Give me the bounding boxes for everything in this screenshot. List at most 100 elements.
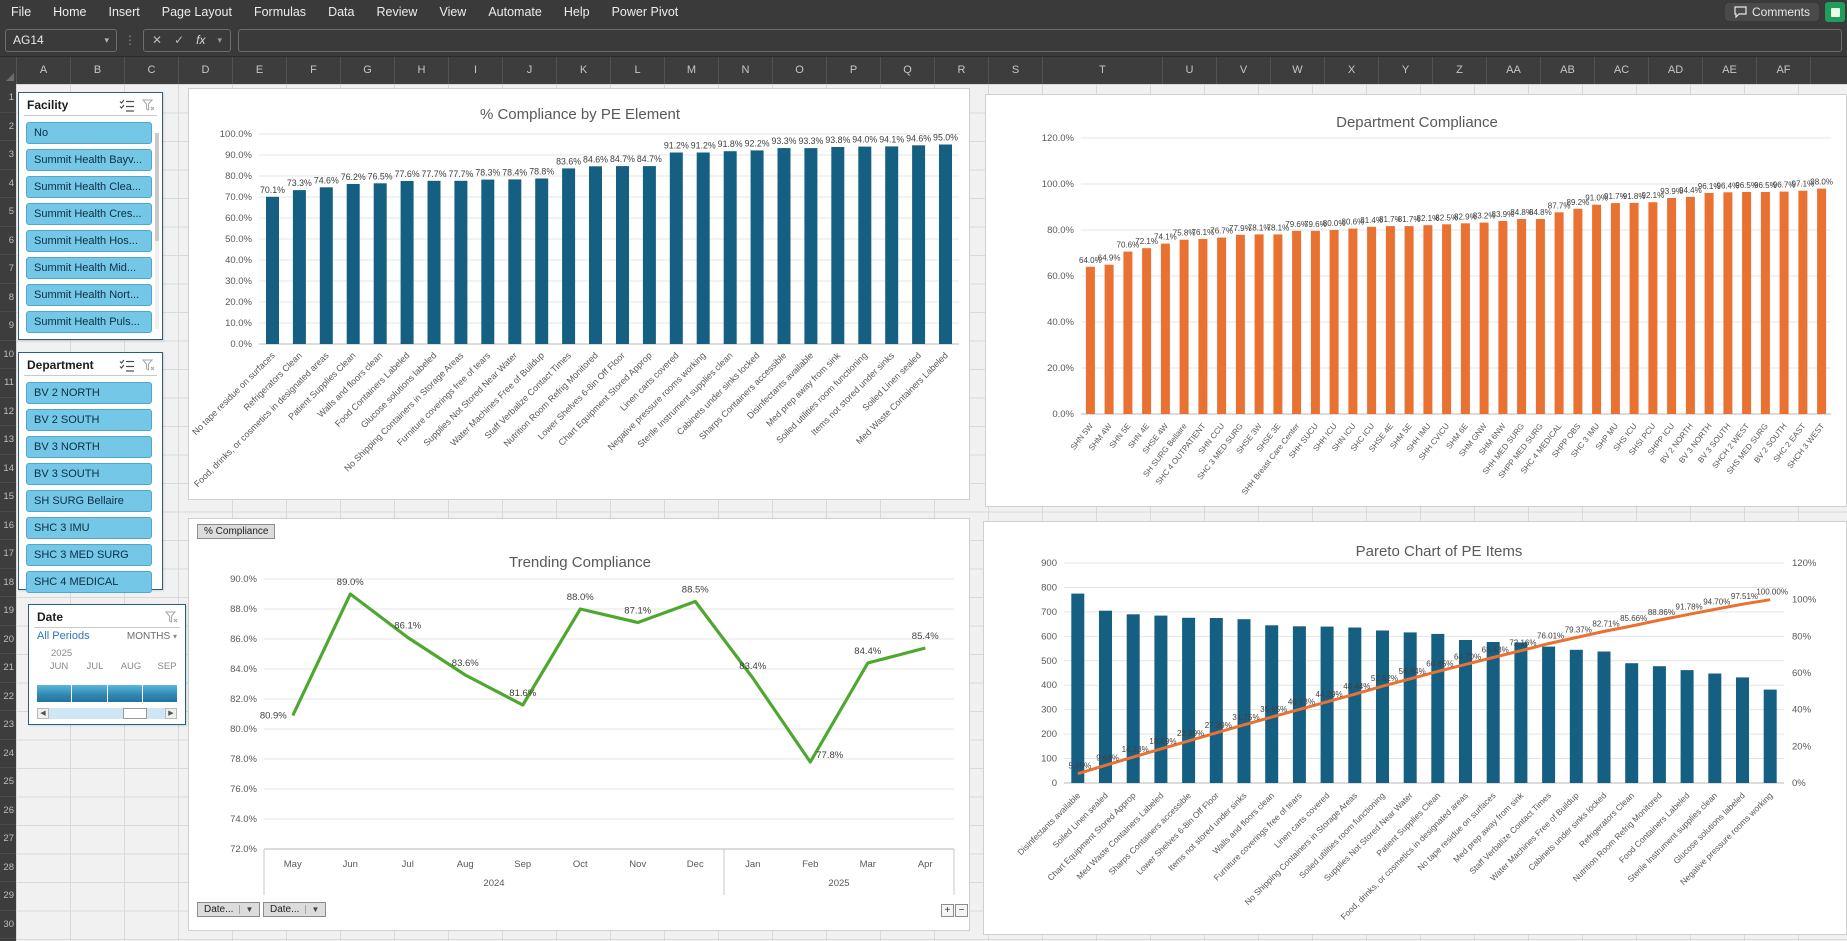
slicer-item[interactable]: Summit Health Hos... (26, 230, 152, 252)
multi-select-icon[interactable] (119, 359, 135, 372)
menu-tab-review[interactable]: Review (376, 5, 418, 19)
column-header-Z[interactable]: Z (1433, 57, 1487, 84)
column-header-W[interactable]: W (1271, 57, 1325, 84)
menu-tab-home[interactable]: Home (53, 5, 87, 19)
row-header-7[interactable]: 7 (0, 255, 16, 284)
column-header-L[interactable]: L (611, 57, 665, 84)
row-header-19[interactable]: 19 (0, 597, 16, 626)
row-header-4[interactable]: 4 (0, 170, 16, 198)
column-header-AD[interactable]: AD (1649, 57, 1703, 84)
timeline-scroll-thumb[interactable] (123, 708, 148, 719)
comments-button[interactable]: Comments (1724, 3, 1819, 21)
row-header-27[interactable]: 27 (0, 825, 16, 854)
column-header-Y[interactable]: Y (1379, 57, 1433, 84)
row-header-26[interactable]: 26 (0, 797, 16, 825)
slicer-item[interactable]: No (26, 122, 152, 144)
column-header-J[interactable]: J (503, 57, 557, 84)
row-header-30[interactable]: 30 (0, 911, 16, 939)
column-header-S[interactable]: S (989, 57, 1043, 84)
slicer-item[interactable]: BV 2 SOUTH (26, 409, 152, 431)
expand-field-button[interactable]: + (941, 904, 954, 917)
menu-tab-file[interactable]: File (11, 5, 32, 19)
row-header-11[interactable]: 11 (0, 369, 16, 398)
timeline-scroll-track[interactable] (49, 708, 165, 719)
slicer-item[interactable]: BV 2 NORTH (26, 382, 152, 404)
column-header-I[interactable]: I (449, 57, 503, 84)
chart-trending-compliance[interactable]: Trending Compliance 72.0% 74.0% 76.0% 78.0% 8… (188, 518, 970, 931)
column-header-R[interactable]: R (935, 57, 989, 84)
clear-filter-icon[interactable] (142, 359, 155, 372)
select-all-corner[interactable] (0, 57, 17, 84)
clear-filter-icon[interactable] (142, 99, 155, 112)
column-header-F[interactable]: F (287, 57, 341, 84)
slicer-item[interactable]: Summit Health Clea... (26, 176, 152, 198)
menu-tab-automate[interactable]: Automate (488, 5, 542, 19)
pivot-axis-field-button[interactable]: Date... ▼ (263, 902, 327, 917)
column-header-E[interactable]: E (233, 57, 287, 84)
clear-filter-icon[interactable] (165, 611, 178, 624)
row-header-18[interactable]: 18 (0, 569, 16, 597)
slicer-item[interactable]: BV 3 NORTH (26, 436, 152, 458)
slicer-item[interactable]: Summit Health Puls... (26, 311, 152, 333)
timeline-level-dropdown[interactable]: MONTHS ▾ (126, 630, 177, 642)
menu-tab-data[interactable]: Data (328, 5, 355, 19)
collapse-field-button[interactable]: − (955, 904, 968, 917)
column-header-D[interactable]: D (179, 57, 233, 84)
row-header-5[interactable]: 5 (0, 198, 16, 227)
column-header-AC[interactable]: AC (1595, 57, 1649, 84)
menu-tab-insert[interactable]: Insert (108, 5, 140, 19)
pivot-axis-field-button[interactable]: Date... ▼ (197, 902, 261, 917)
row-header-1[interactable]: 1 (0, 84, 16, 113)
column-header-X[interactable]: X (1325, 57, 1379, 84)
multi-select-icon[interactable] (119, 99, 135, 112)
column-header-B[interactable]: B (71, 57, 125, 84)
column-header-AE[interactable]: AE (1703, 57, 1757, 84)
menu-tab-help[interactable]: Help (563, 5, 590, 19)
slicer-item[interactable]: Summit Health Nort... (26, 284, 152, 306)
column-header-G[interactable]: G (341, 57, 395, 84)
name-box[interactable]: AG14 ▾ (5, 28, 117, 52)
cancel-button[interactable]: ✕ (152, 33, 163, 47)
chart-pareto-pe-items[interactable]: Pareto Chart of PE Items 0 100 200 300 400 500… (983, 521, 1847, 935)
row-header-14[interactable]: 14 (0, 455, 16, 483)
column-header-Q[interactable]: Q (881, 57, 935, 84)
slicer-item[interactable]: Summit Health Mid... (26, 257, 152, 279)
row-header-13[interactable]: 13 (0, 426, 16, 455)
row-header-28[interactable]: 28 (0, 854, 16, 882)
column-header-O[interactable]: O (773, 57, 827, 84)
column-header-N[interactable]: N (719, 57, 773, 84)
row-header-17[interactable]: 17 (0, 540, 16, 569)
timeline-scroll-right-arrow[interactable]: ▶ (165, 708, 177, 719)
column-header-U[interactable]: U (1163, 57, 1217, 84)
formula-input[interactable] (238, 28, 1842, 52)
row-header-24[interactable]: 24 (0, 740, 16, 768)
menu-tab-page-layout[interactable]: Page Layout (161, 5, 232, 19)
insert-function-button[interactable]: fx (196, 33, 206, 47)
timeline-selection-bar[interactable] (37, 685, 177, 702)
column-header-M[interactable]: M (665, 57, 719, 84)
row-header-3[interactable]: 3 (0, 141, 16, 170)
column-header-V[interactable]: V (1217, 57, 1271, 84)
row-header-22[interactable]: 22 (0, 683, 16, 711)
row-header-21[interactable]: 21 (0, 654, 16, 683)
slicer-item[interactable]: Summit Health Cres... (26, 203, 152, 225)
column-header-C[interactable]: C (125, 57, 179, 84)
enter-button[interactable]: ✓ (174, 33, 185, 47)
column-header-T[interactable]: T (1043, 57, 1163, 84)
pivot-value-field-button[interactable]: % Compliance (197, 524, 276, 539)
row-header-8[interactable]: 8 (0, 284, 16, 312)
date-timeline-slicer[interactable]: Date All Periods MONTHS ▾ 2025 JUN JUL AUG… (28, 604, 186, 725)
row-header-6[interactable]: 6 (0, 227, 16, 255)
slicer-item[interactable]: BV 3 SOUTH (26, 463, 152, 485)
row-header-12[interactable]: 12 (0, 398, 16, 426)
chart-pe-compliance[interactable]: % Compliance by PE Element 0.0% 10.0% 20.0%… (188, 88, 970, 500)
slicer-item[interactable]: Summit Health Bayv... (26, 149, 152, 171)
row-header-15[interactable]: 15 (0, 483, 16, 512)
row-header-2[interactable]: 2 (0, 113, 16, 141)
menu-tab-power-pivot[interactable]: Power Pivot (611, 5, 679, 19)
row-header-20[interactable]: 20 (0, 626, 16, 654)
column-header-K[interactable]: K (557, 57, 611, 84)
share-button[interactable] (1825, 2, 1845, 22)
chart-department-compliance[interactable]: Department Compliance 0.0% 20.0% 40.0% 60.0%… (985, 94, 1847, 507)
column-header-P[interactable]: P (827, 57, 881, 84)
